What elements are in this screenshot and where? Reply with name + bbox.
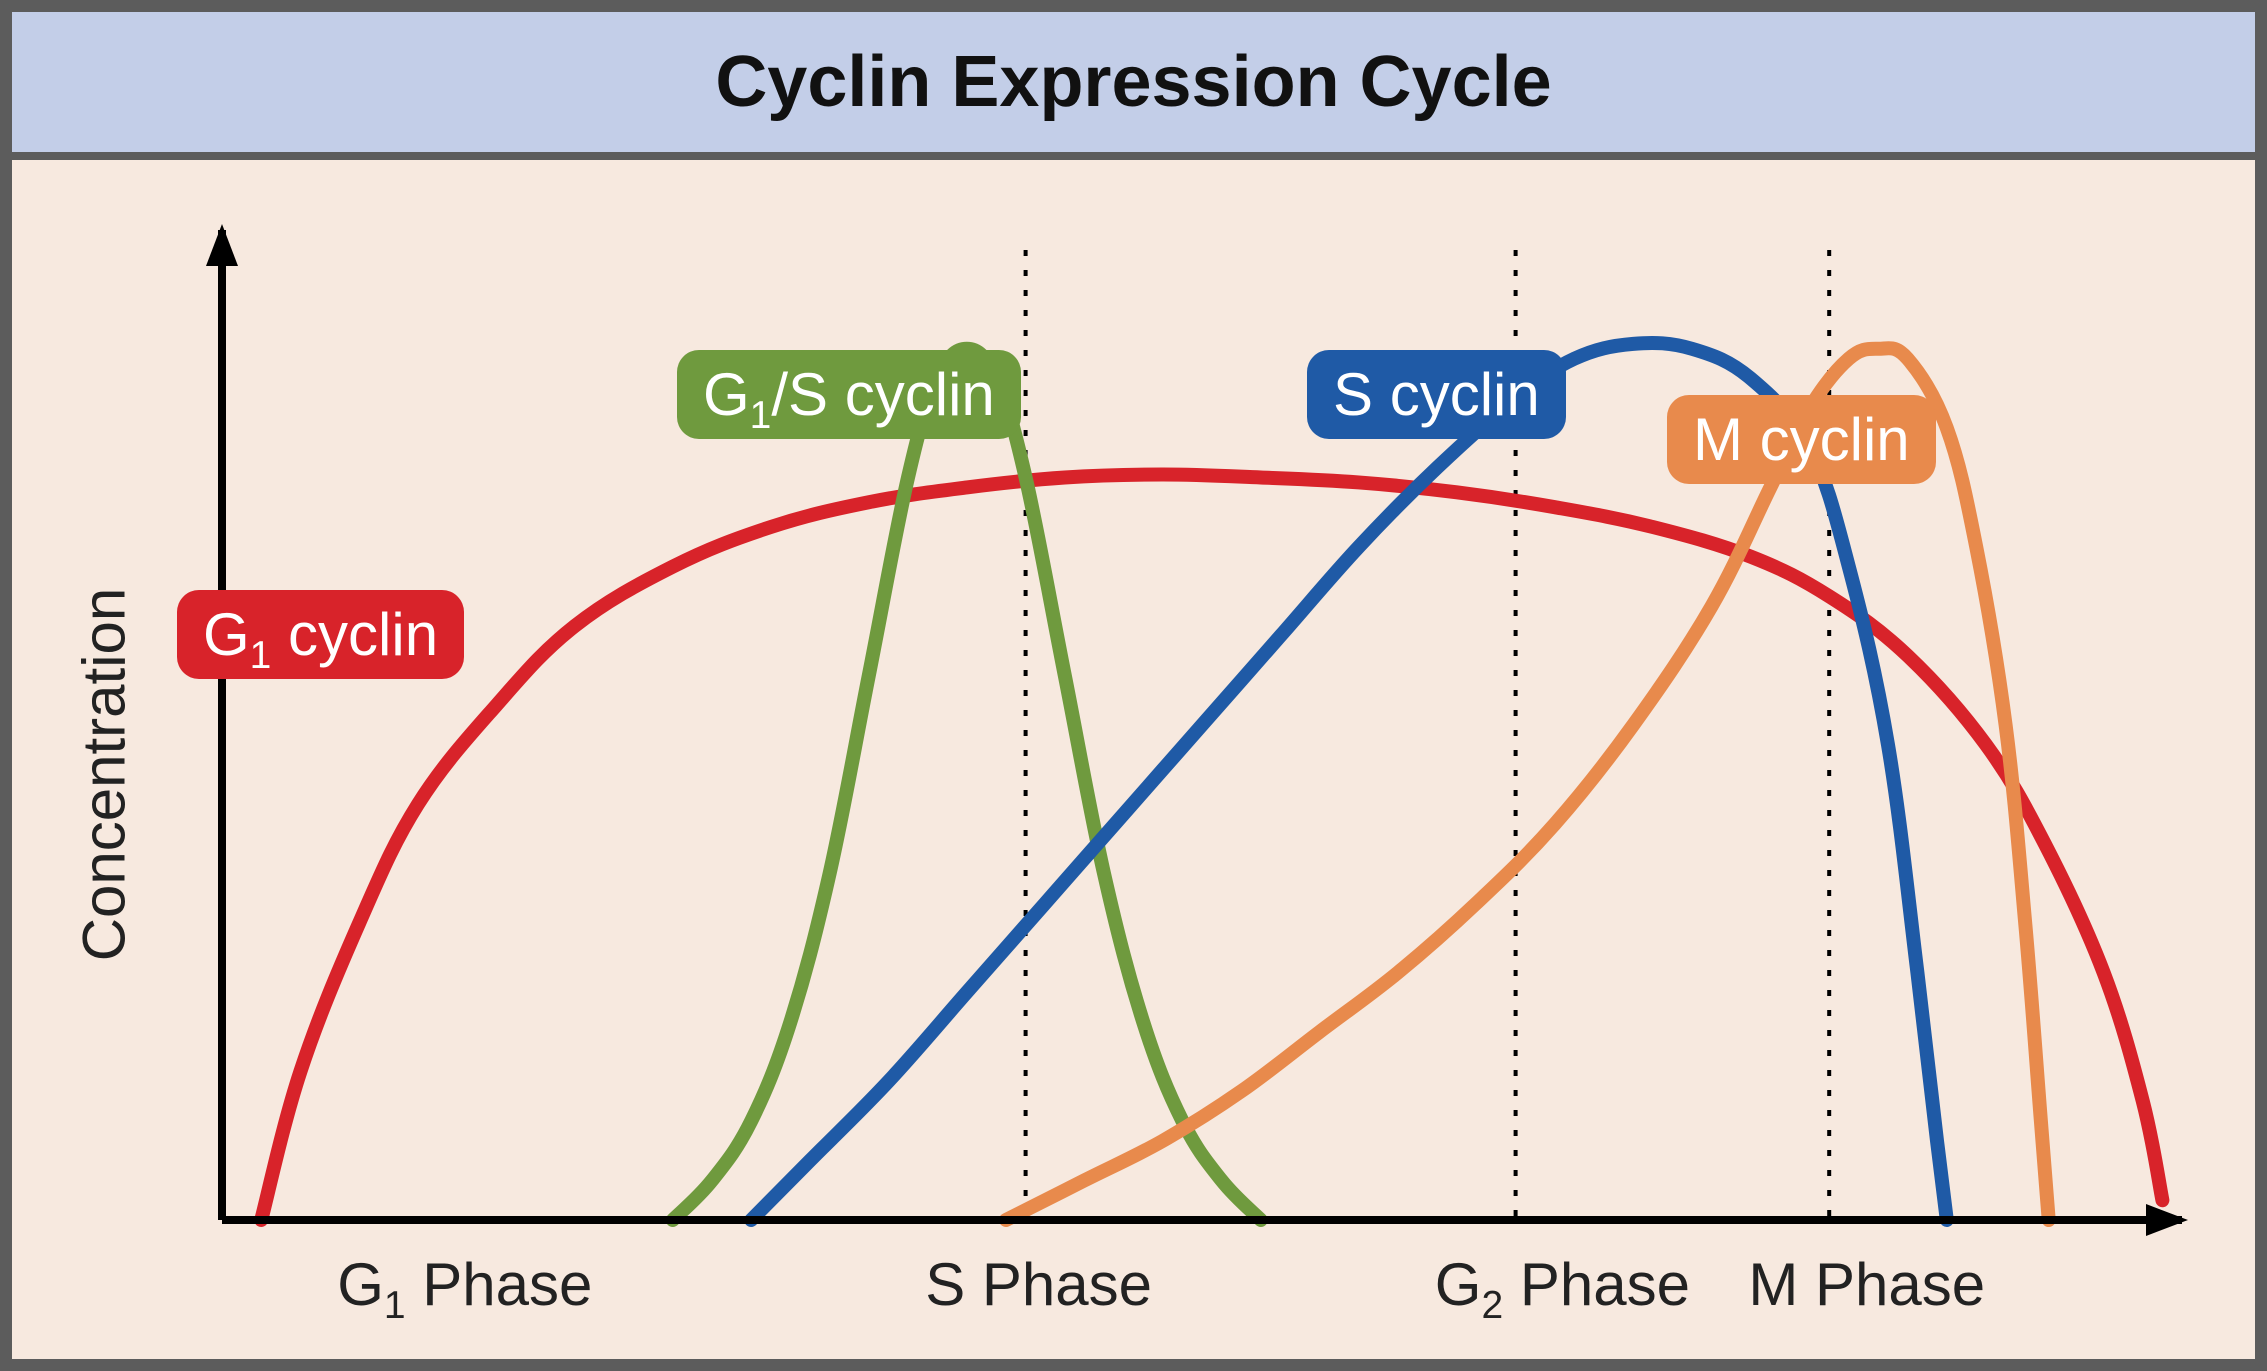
title-bar: Cyclin Expression Cycle [12, 12, 2255, 160]
x-axis-label: S Phase [925, 1250, 1152, 1319]
x-axis-arrow [2146, 1204, 2188, 1236]
y-axis-label: Concentration [69, 588, 138, 962]
chart-area: Concentration G1 Phase S Phase G2 Phase M P… [12, 160, 2255, 1359]
chart-svg [12, 160, 2255, 1359]
y-axis-arrow [206, 224, 238, 266]
label-g1-cyclin: G1 cyclin [177, 590, 464, 679]
x-axis-label: G2 Phase [1435, 1250, 1690, 1319]
x-axis-label: M Phase [1748, 1250, 1985, 1319]
x-axis-label: G1 Phase [337, 1250, 592, 1319]
label-m-cyclin: M cyclin [1667, 395, 1936, 484]
label-s-cyclin: S cyclin [1307, 350, 1566, 439]
figure-frame: Cyclin Expression Cycle Concentration G1… [0, 0, 2267, 1371]
chart-title: Cyclin Expression Cycle [715, 41, 1551, 123]
label-g1s-cyclin: G1/S cyclin [677, 350, 1021, 439]
